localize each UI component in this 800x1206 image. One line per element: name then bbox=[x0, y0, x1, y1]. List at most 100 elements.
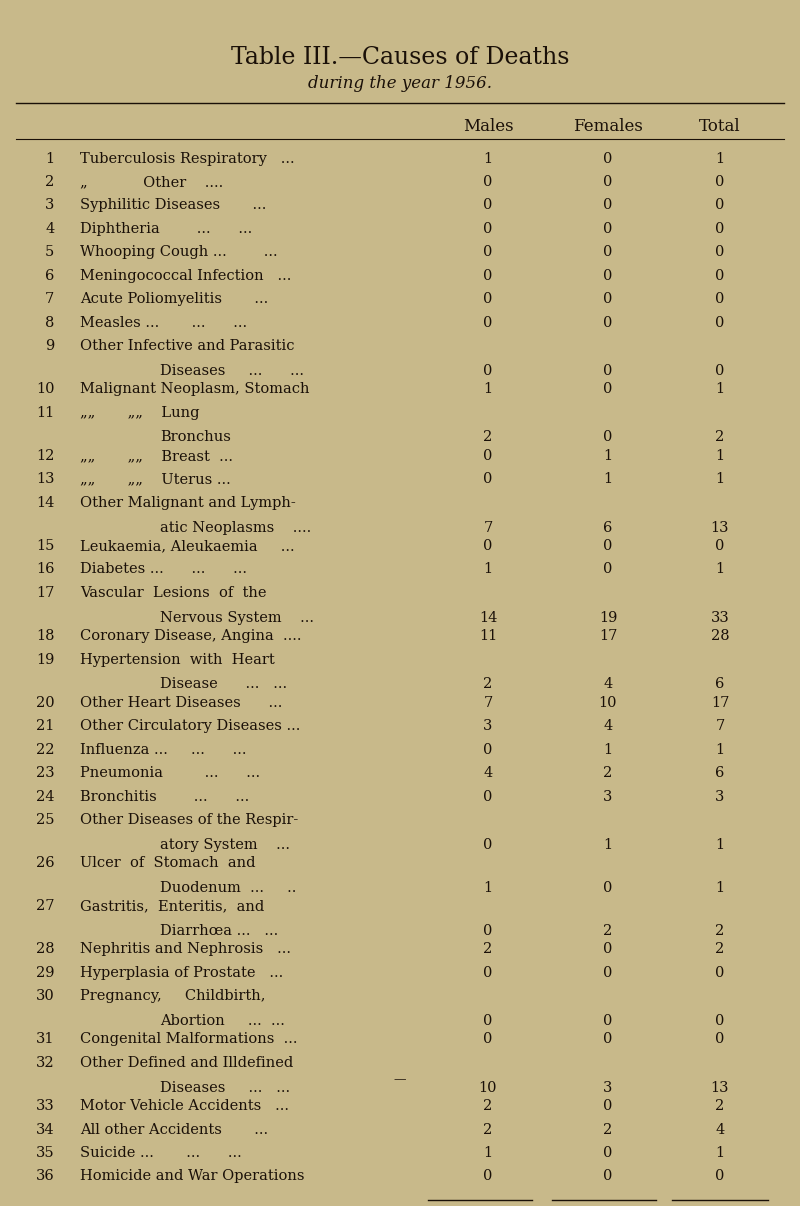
Text: 20: 20 bbox=[36, 696, 54, 709]
Text: 18: 18 bbox=[36, 630, 54, 643]
Text: 15: 15 bbox=[36, 539, 54, 554]
Text: Motor Vehicle Accidents   ...: Motor Vehicle Accidents ... bbox=[80, 1099, 289, 1113]
Text: 2: 2 bbox=[45, 175, 54, 189]
Text: 3: 3 bbox=[603, 1081, 613, 1095]
Text: 0: 0 bbox=[483, 539, 493, 554]
Text: 0: 0 bbox=[715, 245, 725, 259]
Text: Gastritis,  Enteritis,  and: Gastritis, Enteritis, and bbox=[80, 900, 264, 913]
Text: 6: 6 bbox=[603, 521, 613, 534]
Text: 2: 2 bbox=[483, 1123, 493, 1136]
Text: —: — bbox=[394, 1073, 406, 1087]
Text: 2: 2 bbox=[715, 924, 725, 938]
Text: 2: 2 bbox=[603, 924, 613, 938]
Text: Total: Total bbox=[699, 118, 741, 135]
Text: 0: 0 bbox=[603, 199, 613, 212]
Text: 0: 0 bbox=[603, 539, 613, 554]
Text: 1: 1 bbox=[603, 473, 613, 486]
Text: 25: 25 bbox=[36, 813, 54, 827]
Text: 0: 0 bbox=[715, 539, 725, 554]
Text: 6: 6 bbox=[45, 269, 54, 283]
Text: atic Neoplasms    ....: atic Neoplasms .... bbox=[160, 521, 311, 534]
Text: 13: 13 bbox=[36, 473, 54, 486]
Text: 0: 0 bbox=[603, 431, 613, 445]
Text: 12: 12 bbox=[36, 449, 54, 463]
Text: 1: 1 bbox=[603, 743, 613, 756]
Text: 0: 0 bbox=[483, 790, 493, 803]
Text: 21: 21 bbox=[36, 719, 54, 733]
Text: Syphilitic Diseases       ...: Syphilitic Diseases ... bbox=[80, 199, 266, 212]
Text: 17: 17 bbox=[599, 630, 617, 643]
Text: Tuberculosis Respiratory   ...: Tuberculosis Respiratory ... bbox=[80, 152, 294, 165]
Text: Abortion     ...  ...: Abortion ... ... bbox=[160, 1014, 285, 1028]
Text: 0: 0 bbox=[483, 316, 493, 329]
Text: 28: 28 bbox=[710, 630, 730, 643]
Text: Whooping Cough ...        ...: Whooping Cough ... ... bbox=[80, 245, 278, 259]
Text: 2: 2 bbox=[715, 942, 725, 956]
Text: 0: 0 bbox=[715, 292, 725, 306]
Text: 32: 32 bbox=[36, 1056, 54, 1070]
Text: Table III.—Causes of Deaths: Table III.—Causes of Deaths bbox=[230, 47, 570, 70]
Text: 2: 2 bbox=[483, 1099, 493, 1113]
Text: 1: 1 bbox=[483, 562, 493, 576]
Text: 0: 0 bbox=[483, 175, 493, 189]
Text: Homicide and War Operations: Homicide and War Operations bbox=[80, 1170, 305, 1183]
Text: Other Defined and Illdefined: Other Defined and Illdefined bbox=[80, 1056, 294, 1070]
Text: Nervous System    ...: Nervous System ... bbox=[160, 610, 314, 625]
Text: 2: 2 bbox=[483, 942, 493, 956]
Text: 0: 0 bbox=[603, 222, 613, 236]
Text: 0: 0 bbox=[603, 175, 613, 189]
Text: 10: 10 bbox=[598, 696, 618, 709]
Text: 6: 6 bbox=[715, 678, 725, 691]
Text: 14: 14 bbox=[36, 496, 54, 510]
Text: Other Diseases of the Respir-: Other Diseases of the Respir- bbox=[80, 813, 298, 827]
Text: Duodenum  ...     ..: Duodenum ... .. bbox=[160, 880, 296, 895]
Text: during the year 1956.: during the year 1956. bbox=[308, 75, 492, 92]
Text: Hypertension  with  Heart: Hypertension with Heart bbox=[80, 652, 274, 667]
Text: 1: 1 bbox=[46, 152, 54, 165]
Text: 0: 0 bbox=[715, 199, 725, 212]
Text: 19: 19 bbox=[599, 610, 617, 625]
Text: 0: 0 bbox=[603, 1014, 613, 1028]
Text: Ulcer  of  Stomach  and: Ulcer of Stomach and bbox=[80, 856, 255, 870]
Text: 0: 0 bbox=[603, 316, 613, 329]
Text: 3: 3 bbox=[45, 199, 54, 212]
Text: 1: 1 bbox=[715, 152, 725, 165]
Text: 0: 0 bbox=[483, 364, 493, 377]
Text: 0: 0 bbox=[483, 473, 493, 486]
Text: 8: 8 bbox=[45, 316, 54, 329]
Text: 0: 0 bbox=[715, 222, 725, 236]
Text: 1: 1 bbox=[483, 880, 493, 895]
Text: 0: 0 bbox=[483, 743, 493, 756]
Text: Diphtheria        ...      ...: Diphtheria ... ... bbox=[80, 222, 252, 236]
Text: 0: 0 bbox=[715, 966, 725, 979]
Text: Congenital Malformations  ...: Congenital Malformations ... bbox=[80, 1032, 298, 1047]
Text: 1: 1 bbox=[715, 880, 725, 895]
Text: 34: 34 bbox=[36, 1123, 54, 1136]
Text: Measles ...       ...      ...: Measles ... ... ... bbox=[80, 316, 247, 329]
Text: 1: 1 bbox=[715, 838, 725, 851]
Text: 4: 4 bbox=[715, 1123, 725, 1136]
Text: 7: 7 bbox=[715, 719, 725, 733]
Text: Pneumonia         ...      ...: Pneumonia ... ... bbox=[80, 766, 260, 780]
Text: 0: 0 bbox=[603, 1170, 613, 1183]
Text: Other Malignant and Lymph-: Other Malignant and Lymph- bbox=[80, 496, 296, 510]
Text: Influenza ...     ...      ...: Influenza ... ... ... bbox=[80, 743, 246, 756]
Text: 3: 3 bbox=[715, 790, 725, 803]
Text: Diarrhœa ...   ...: Diarrhœa ... ... bbox=[160, 924, 278, 938]
Text: 0: 0 bbox=[483, 199, 493, 212]
Text: 7: 7 bbox=[45, 292, 54, 306]
Text: 5: 5 bbox=[45, 245, 54, 259]
Text: 31: 31 bbox=[36, 1032, 54, 1047]
Text: Bronchus: Bronchus bbox=[160, 431, 231, 445]
Text: 0: 0 bbox=[715, 175, 725, 189]
Text: 2: 2 bbox=[603, 1123, 613, 1136]
Text: 4: 4 bbox=[603, 678, 613, 691]
Text: 0: 0 bbox=[603, 880, 613, 895]
Text: Meningococcal Infection   ...: Meningococcal Infection ... bbox=[80, 269, 291, 283]
Text: 1: 1 bbox=[715, 562, 725, 576]
Text: 0: 0 bbox=[483, 1014, 493, 1028]
Text: Pregnancy,     Childbirth,: Pregnancy, Childbirth, bbox=[80, 989, 266, 1003]
Text: 29: 29 bbox=[36, 966, 54, 979]
Text: 0: 0 bbox=[603, 292, 613, 306]
Text: 0: 0 bbox=[603, 152, 613, 165]
